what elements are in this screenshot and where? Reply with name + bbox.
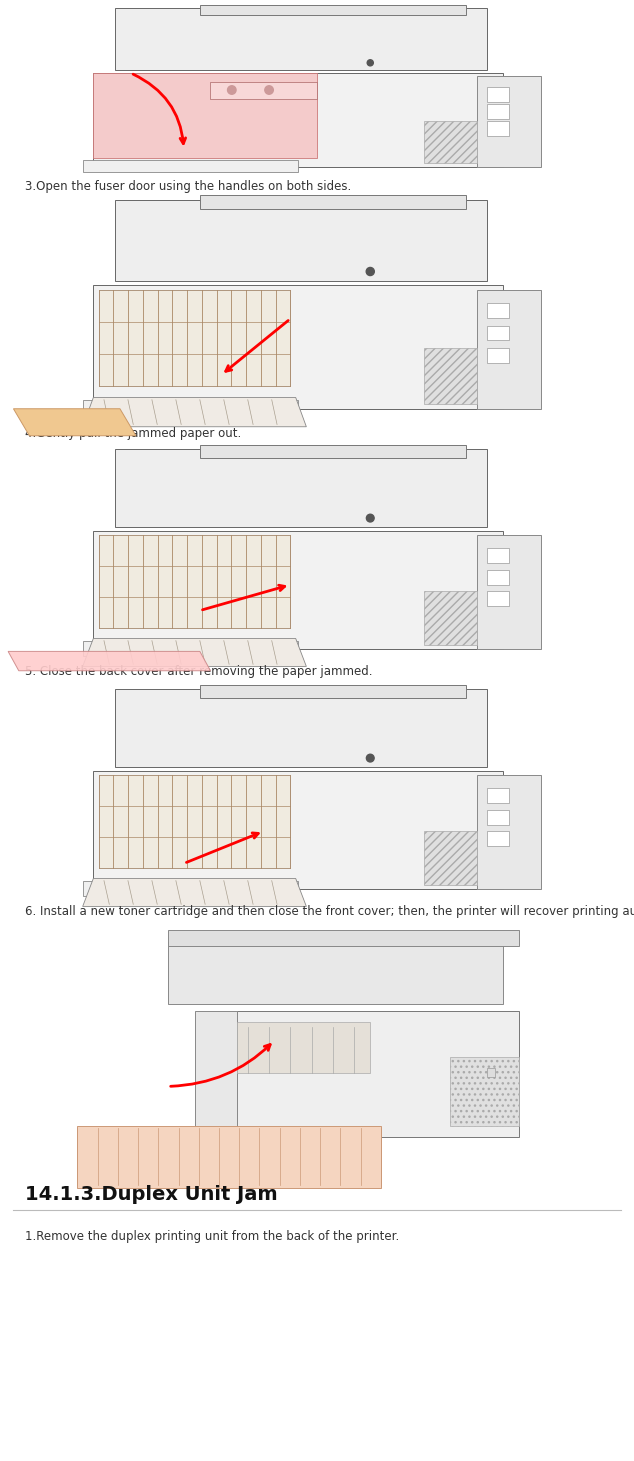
Bar xyxy=(99,535,290,628)
Bar xyxy=(488,548,508,562)
Bar xyxy=(93,530,503,649)
Bar xyxy=(93,73,317,158)
Polygon shape xyxy=(82,397,306,427)
Bar xyxy=(82,881,299,896)
Bar xyxy=(77,1125,381,1188)
Bar xyxy=(200,446,466,457)
Bar xyxy=(488,302,508,318)
Polygon shape xyxy=(13,409,136,435)
Bar xyxy=(82,641,299,656)
Text: 5. Close the back cover after removing the paper jammed.: 5. Close the back cover after removing t… xyxy=(25,665,373,678)
Bar xyxy=(488,831,508,846)
Bar xyxy=(488,121,508,136)
Bar xyxy=(450,1056,519,1125)
Bar xyxy=(237,1023,370,1072)
Bar xyxy=(424,348,477,405)
Bar xyxy=(424,592,477,644)
Bar xyxy=(488,787,508,804)
Bar xyxy=(200,194,466,209)
Bar xyxy=(488,1068,495,1077)
Circle shape xyxy=(366,754,374,763)
Circle shape xyxy=(367,60,373,66)
Bar xyxy=(115,9,488,70)
Bar xyxy=(82,159,299,171)
Text: 14.1.3.Duplex Unit Jam: 14.1.3.Duplex Unit Jam xyxy=(25,1185,278,1204)
Bar xyxy=(488,592,508,606)
Circle shape xyxy=(265,86,273,95)
Bar xyxy=(477,289,541,409)
Text: 3.Open the fuser door using the handles on both sides.: 3.Open the fuser door using the handles … xyxy=(25,180,352,193)
Bar xyxy=(93,771,503,890)
Bar xyxy=(477,76,541,167)
Bar xyxy=(168,931,519,947)
Bar xyxy=(99,289,290,386)
Text: 1.Remove the duplex printing unit from the back of the printer.: 1.Remove the duplex printing unit from t… xyxy=(25,1230,399,1243)
Bar xyxy=(488,570,508,584)
Bar xyxy=(488,809,508,824)
Bar xyxy=(168,941,503,1004)
Bar xyxy=(93,285,503,409)
Bar xyxy=(237,1011,519,1137)
Polygon shape xyxy=(82,638,306,666)
Bar xyxy=(488,326,508,340)
Bar xyxy=(200,685,466,698)
Bar xyxy=(424,831,477,885)
Text: 4.Gently pull the jammed paper out.: 4.Gently pull the jammed paper out. xyxy=(25,427,242,440)
Polygon shape xyxy=(8,652,210,671)
Circle shape xyxy=(366,514,374,522)
Bar xyxy=(477,535,541,649)
Bar xyxy=(99,776,290,868)
Text: 6. Install a new toner cartridge and then close the front cover; then, the print: 6. Install a new toner cartridge and the… xyxy=(25,904,634,918)
Bar xyxy=(93,73,503,167)
Circle shape xyxy=(366,267,374,276)
Bar xyxy=(82,400,299,415)
Bar xyxy=(488,86,508,101)
Bar xyxy=(488,104,508,118)
Polygon shape xyxy=(82,878,306,906)
Bar xyxy=(115,690,488,767)
Bar xyxy=(200,4,466,15)
Bar xyxy=(115,450,488,527)
Bar xyxy=(195,1011,237,1137)
Bar xyxy=(488,348,508,362)
Bar xyxy=(477,776,541,890)
Bar xyxy=(424,121,477,164)
Bar xyxy=(115,200,488,281)
Bar xyxy=(210,82,317,98)
Circle shape xyxy=(228,86,236,95)
